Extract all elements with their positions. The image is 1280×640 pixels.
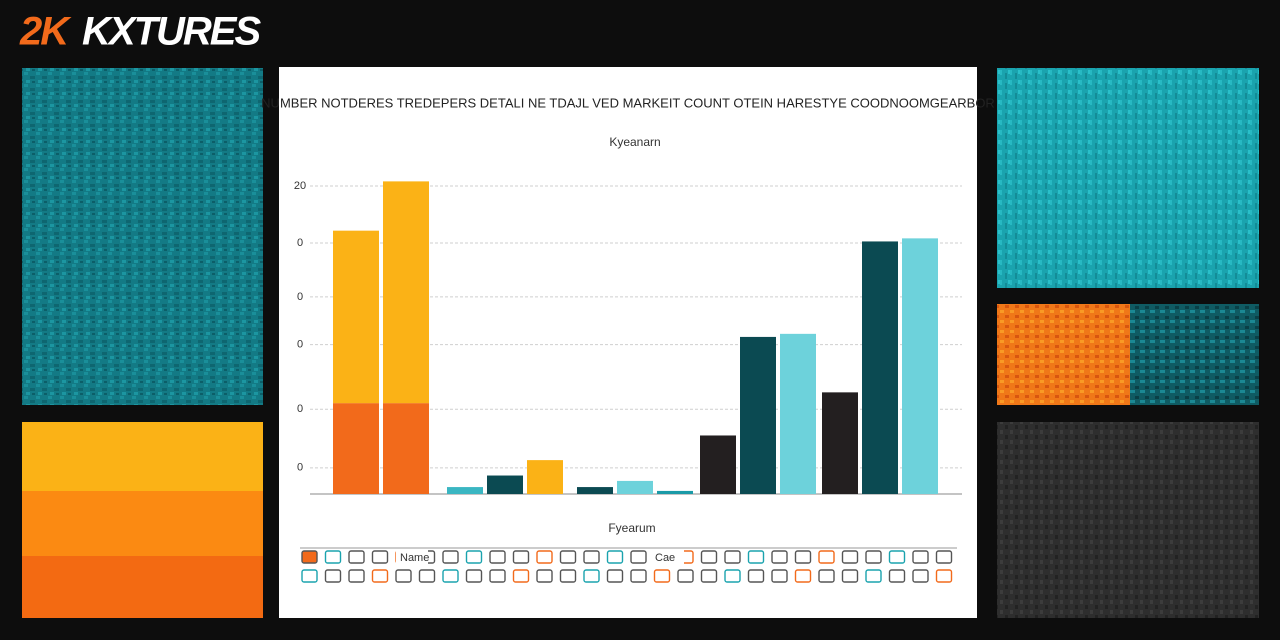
legend-icon bbox=[724, 550, 741, 564]
texture-band bbox=[22, 491, 263, 557]
legend-icon bbox=[395, 569, 412, 583]
legend-icon bbox=[489, 569, 506, 583]
texture-panel bbox=[1130, 304, 1259, 405]
legend-icon bbox=[677, 569, 694, 583]
bar bbox=[577, 487, 613, 494]
bar bbox=[527, 460, 563, 494]
legend-icon bbox=[841, 550, 859, 564]
legend-icon bbox=[512, 550, 530, 564]
texture-band bbox=[22, 556, 263, 618]
legend-icon bbox=[536, 569, 553, 583]
legend-icon bbox=[818, 550, 835, 564]
legend-icon bbox=[794, 569, 812, 583]
legend-icon bbox=[465, 569, 483, 583]
legend-icons: Name Cae bbox=[301, 550, 953, 583]
bar bbox=[740, 336, 776, 494]
y-tick-label: 0 bbox=[297, 403, 303, 415]
legend-icon bbox=[771, 550, 788, 564]
legend-icon bbox=[888, 550, 906, 564]
legend-icon bbox=[724, 569, 741, 583]
bar bbox=[862, 241, 898, 494]
legend-icon bbox=[489, 550, 506, 564]
legend-icon bbox=[630, 550, 647, 564]
bar bbox=[487, 475, 523, 494]
legend-icon bbox=[371, 550, 389, 564]
legend-icon bbox=[371, 569, 389, 583]
legend-icon bbox=[630, 569, 647, 583]
legend-icon bbox=[301, 569, 318, 583]
legend-icon bbox=[818, 569, 835, 583]
legend-icon bbox=[606, 550, 624, 564]
legend-icon bbox=[442, 569, 459, 583]
y-tick-label: 0 bbox=[297, 339, 303, 351]
legend-icon bbox=[912, 550, 929, 564]
legend-icon bbox=[747, 569, 765, 583]
texture-panel bbox=[997, 304, 1130, 405]
legend-icon bbox=[301, 550, 318, 564]
texture-panel bbox=[997, 68, 1259, 288]
bar bbox=[700, 435, 736, 494]
legend-icon bbox=[324, 569, 342, 583]
bar bbox=[333, 403, 379, 494]
legend-icon bbox=[512, 569, 530, 583]
legend-icon bbox=[418, 569, 436, 583]
chart-title: NUMBER NOTDERES TREDEPERS DETALI NE TDAJ… bbox=[261, 95, 995, 110]
legend-icon bbox=[865, 550, 882, 564]
legend-icon bbox=[888, 569, 906, 583]
bar bbox=[617, 480, 653, 494]
legend-text-bg bbox=[652, 550, 684, 564]
bar bbox=[383, 181, 429, 404]
legend-icon bbox=[935, 569, 953, 583]
legend-icon bbox=[348, 550, 365, 564]
legend-icon bbox=[536, 550, 553, 564]
legend-icon bbox=[865, 569, 882, 583]
legend-icon bbox=[771, 569, 788, 583]
legend-icon bbox=[324, 550, 342, 564]
y-tick-label: 20 bbox=[294, 180, 306, 192]
x-axis-label: Fyearum bbox=[608, 521, 655, 535]
legend-icon bbox=[559, 550, 577, 564]
legend-icon bbox=[559, 569, 577, 583]
legend-text: Name bbox=[400, 552, 429, 564]
logo-word: KXTURES bbox=[82, 10, 261, 54]
legend-icon bbox=[794, 550, 812, 564]
legend-icon bbox=[653, 569, 671, 583]
y-tick-label: 0 bbox=[297, 291, 303, 303]
bar bbox=[383, 403, 429, 494]
legend-icon bbox=[700, 550, 718, 564]
legend-icon bbox=[912, 569, 929, 583]
legend-icon bbox=[606, 569, 624, 583]
bar bbox=[657, 490, 693, 494]
legend-icon bbox=[747, 550, 765, 564]
legend-icon bbox=[935, 550, 953, 564]
logo-mark: 2K bbox=[19, 10, 72, 54]
legend-text: Cae bbox=[655, 552, 675, 564]
y-tick-label: 0 bbox=[297, 237, 303, 249]
bar bbox=[822, 392, 858, 494]
legend-icon bbox=[465, 550, 483, 564]
legend-icon bbox=[841, 569, 859, 583]
legend-icon bbox=[442, 550, 459, 564]
chart-subtitle: Kyeanarn bbox=[609, 135, 660, 149]
bar bbox=[333, 230, 379, 404]
texture-panel bbox=[22, 68, 263, 405]
bar bbox=[780, 333, 816, 494]
legend-icon bbox=[583, 550, 600, 564]
legend-icon bbox=[700, 569, 718, 583]
bar bbox=[447, 487, 483, 494]
texture-band bbox=[22, 422, 263, 492]
texture-panel bbox=[997, 422, 1259, 618]
y-tick-label: 0 bbox=[297, 462, 303, 474]
legend-text-bg bbox=[396, 550, 428, 564]
bar bbox=[902, 238, 938, 494]
legend-icon bbox=[583, 569, 600, 583]
legend-icon bbox=[348, 569, 365, 583]
